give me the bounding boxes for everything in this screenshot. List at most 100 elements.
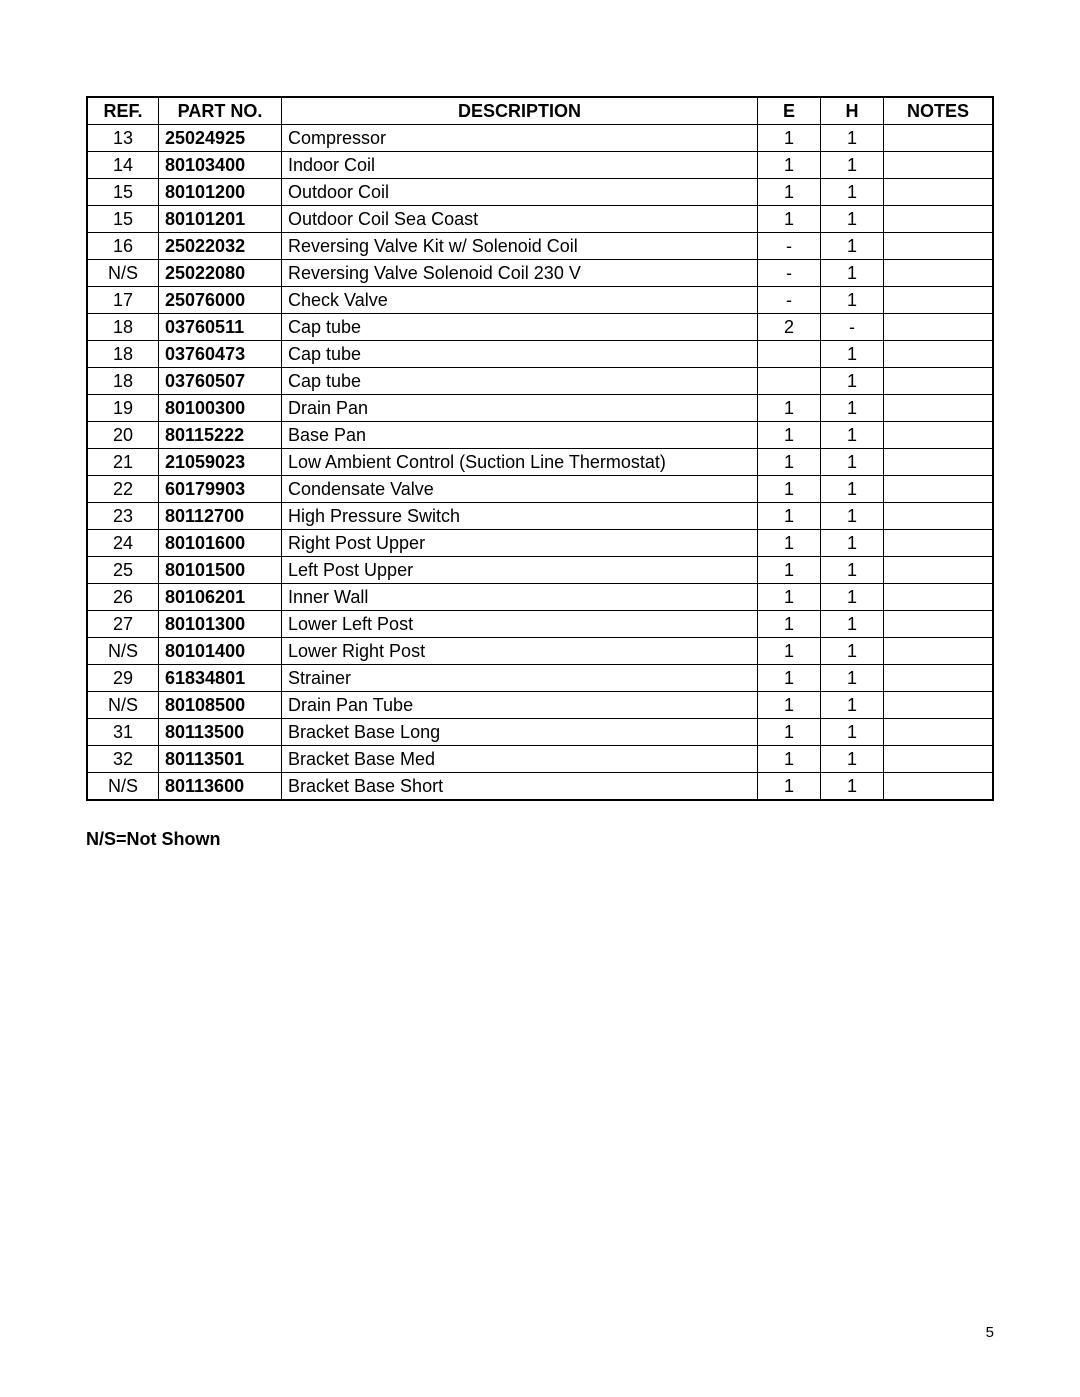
- cell-notes: [884, 395, 994, 422]
- cell-part: 80108500: [159, 692, 282, 719]
- cell-h: 1: [821, 746, 884, 773]
- cell-ref: 13: [87, 125, 159, 152]
- table-row: 2260179903Condensate Valve11: [87, 476, 993, 503]
- cell-h: 1: [821, 206, 884, 233]
- cell-ref: 14: [87, 152, 159, 179]
- cell-h: 1: [821, 476, 884, 503]
- cell-notes: [884, 206, 994, 233]
- cell-e: 1: [758, 179, 821, 206]
- cell-ref: N/S: [87, 260, 159, 287]
- cell-notes: [884, 503, 994, 530]
- cell-h: 1: [821, 233, 884, 260]
- cell-e: 1: [758, 584, 821, 611]
- cell-ref: 26: [87, 584, 159, 611]
- table-header: REF.PART NO.DESCRIPTIONEHNOTES: [87, 97, 993, 125]
- cell-desc: Bracket Base Med: [282, 746, 758, 773]
- table-row: 3280113501Bracket Base Med11: [87, 746, 993, 773]
- cell-h: 1: [821, 179, 884, 206]
- table-row: N/S25022080Reversing Valve Solenoid Coil…: [87, 260, 993, 287]
- cell-ref: 23: [87, 503, 159, 530]
- cell-desc: Strainer: [282, 665, 758, 692]
- cell-h: 1: [821, 503, 884, 530]
- cell-ref: 27: [87, 611, 159, 638]
- table-row: 1580101201Outdoor Coil Sea Coast11: [87, 206, 993, 233]
- cell-e: 1: [758, 665, 821, 692]
- table-row: 2780101300Lower Left Post11: [87, 611, 993, 638]
- cell-e: 1: [758, 206, 821, 233]
- col-header-notes: NOTES: [884, 97, 994, 125]
- cell-ref: 18: [87, 368, 159, 395]
- cell-h: 1: [821, 395, 884, 422]
- table-row: N/S80101400Lower Right Post11: [87, 638, 993, 665]
- cell-desc: Lower Right Post: [282, 638, 758, 665]
- cell-part: 60179903: [159, 476, 282, 503]
- cell-part: 80113500: [159, 719, 282, 746]
- cell-ref: 31: [87, 719, 159, 746]
- cell-h: 1: [821, 125, 884, 152]
- cell-notes: [884, 287, 994, 314]
- cell-h: 1: [821, 341, 884, 368]
- cell-notes: [884, 368, 994, 395]
- cell-part: 80101200: [159, 179, 282, 206]
- cell-notes: [884, 530, 994, 557]
- cell-part: 61834801: [159, 665, 282, 692]
- table-row: 1980100300Drain Pan11: [87, 395, 993, 422]
- cell-e: 1: [758, 152, 821, 179]
- col-header-ref: REF.: [87, 97, 159, 125]
- table-row: 1725076000Check Valve-1: [87, 287, 993, 314]
- cell-desc: Drain Pan: [282, 395, 758, 422]
- cell-notes: [884, 152, 994, 179]
- cell-ref: 19: [87, 395, 159, 422]
- cell-ref: 15: [87, 206, 159, 233]
- cell-h: 1: [821, 638, 884, 665]
- table-row: 1803760507Cap tube1: [87, 368, 993, 395]
- cell-part: 21059023: [159, 449, 282, 476]
- cell-part: 80101201: [159, 206, 282, 233]
- cell-e: 1: [758, 773, 821, 801]
- cell-notes: [884, 260, 994, 287]
- cell-e: 1: [758, 611, 821, 638]
- cell-desc: Indoor Coil: [282, 152, 758, 179]
- cell-ref: 18: [87, 341, 159, 368]
- cell-notes: [884, 638, 994, 665]
- cell-e: 2: [758, 314, 821, 341]
- cell-h: 1: [821, 719, 884, 746]
- page: REF.PART NO.DESCRIPTIONEHNOTES 132502492…: [0, 0, 1080, 1397]
- cell-notes: [884, 692, 994, 719]
- table-row: 2380112700High Pressure Switch11: [87, 503, 993, 530]
- table-row: 1625022032Reversing Valve Kit w/ Solenoi…: [87, 233, 993, 260]
- cell-notes: [884, 125, 994, 152]
- page-number: 5: [986, 1324, 994, 1341]
- cell-part: 80113600: [159, 773, 282, 801]
- table-row: 1480103400Indoor Coil11: [87, 152, 993, 179]
- table-row: 2680106201Inner Wall11: [87, 584, 993, 611]
- cell-notes: [884, 773, 994, 801]
- cell-desc: Condensate Valve: [282, 476, 758, 503]
- cell-e: [758, 341, 821, 368]
- cell-notes: [884, 341, 994, 368]
- cell-ref: N/S: [87, 773, 159, 801]
- cell-h: 1: [821, 584, 884, 611]
- cell-notes: [884, 449, 994, 476]
- table-row: 3180113500Bracket Base Long11: [87, 719, 993, 746]
- cell-notes: [884, 422, 994, 449]
- col-header-part: PART NO.: [159, 97, 282, 125]
- cell-desc: Right Post Upper: [282, 530, 758, 557]
- table-row: N/S80113600Bracket Base Short11: [87, 773, 993, 801]
- cell-h: 1: [821, 557, 884, 584]
- table-row: 1803760511Cap tube2-: [87, 314, 993, 341]
- cell-desc: Cap tube: [282, 368, 758, 395]
- cell-notes: [884, 611, 994, 638]
- cell-desc: Reversing Valve Solenoid Coil 230 V: [282, 260, 758, 287]
- cell-ref: 15: [87, 179, 159, 206]
- cell-ref: N/S: [87, 692, 159, 719]
- parts-table: REF.PART NO.DESCRIPTIONEHNOTES 132502492…: [86, 96, 994, 801]
- col-header-h: H: [821, 97, 884, 125]
- cell-h: 1: [821, 422, 884, 449]
- cell-notes: [884, 557, 994, 584]
- cell-part: 80100300: [159, 395, 282, 422]
- table-row: 2121059023Low Ambient Control (Suction L…: [87, 449, 993, 476]
- cell-desc: Reversing Valve Kit w/ Solenoid Coil: [282, 233, 758, 260]
- cell-desc: Drain Pan Tube: [282, 692, 758, 719]
- table-row: 1580101200Outdoor Coil11: [87, 179, 993, 206]
